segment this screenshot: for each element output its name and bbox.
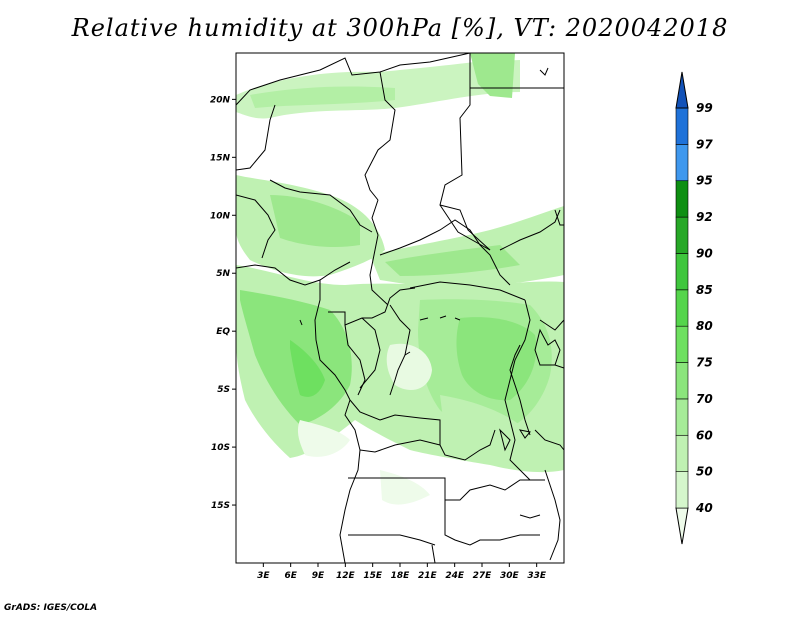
colorbar-lower-triangle (675, 507, 689, 545)
lat-tick-label: 15S (211, 501, 230, 511)
colorbar-segment (675, 144, 689, 182)
colorbar-segment (675, 180, 689, 218)
colorbar-label: 92 (696, 210, 713, 224)
lon-tick-label: 6E (284, 571, 297, 581)
colorbar-segment (675, 434, 689, 472)
lon-tick-label: 21E (418, 571, 438, 581)
colorbar-label: 60 (696, 428, 713, 442)
longitude-ticks: 3E 6E 9E 12E 15E 18E 21E 24E 27E 30E 33E (257, 563, 547, 581)
lon-tick-label: 27E (473, 571, 493, 581)
colorbar: 40 50 60 70 75 80 85 90 92 95 97 99 (675, 71, 713, 545)
lat-tick-label: 5S (217, 385, 230, 395)
lon-tick-label: 3E (257, 571, 270, 581)
chart-title: Relative humidity at 300hPa [%], VT: 202… (71, 14, 729, 42)
colorbar-label: 70 (696, 392, 713, 406)
colorbar-label: 90 (696, 246, 713, 260)
colorbar-label: 95 (696, 174, 713, 188)
colorbar-segment (675, 253, 689, 291)
colorbar-label: 50 (696, 465, 713, 479)
lat-tick-label: 10S (211, 443, 230, 453)
lon-tick-label: 18E (391, 571, 411, 581)
lat-tick-label: 15N (210, 153, 231, 163)
lat-tick-label: 5N (216, 269, 230, 279)
humidity-field (236, 53, 564, 563)
lat-tick-label: EQ (216, 327, 230, 337)
latitude-ticks: 20N 15N 10N 5N EQ 5S 10S 15S (210, 95, 236, 511)
lon-tick-label: 33E (527, 571, 547, 581)
colorbar-upper-triangle (675, 71, 689, 109)
lon-tick-label: 24E (445, 571, 465, 581)
colorbar-label: 75 (696, 356, 713, 370)
colorbar-label: 99 (696, 101, 713, 115)
lon-tick-label: 12E (336, 571, 356, 581)
lat-tick-label: 10N (210, 211, 231, 221)
colorbar-label: 85 (696, 283, 713, 297)
colorbar-segment (675, 107, 689, 145)
colorbar-label: 80 (696, 319, 713, 333)
colorbar-segment (675, 398, 689, 436)
lon-tick-label: 15E (363, 571, 383, 581)
lon-tick-label: 9E (312, 571, 325, 581)
colorbar-label: 97 (696, 137, 713, 151)
colorbar-segment (675, 216, 689, 254)
colorbar-segment (675, 471, 689, 509)
colorbar-label: 40 (695, 501, 713, 515)
lon-tick-label: 30E (500, 571, 520, 581)
lat-tick-label: 20N (210, 95, 231, 105)
footer-credit: GrADS: IGES/COLA (4, 603, 98, 613)
colorbar-segment (675, 362, 689, 400)
colorbar-segment (675, 289, 689, 327)
country-borders (236, 53, 564, 563)
colorbar-segment (675, 325, 689, 363)
